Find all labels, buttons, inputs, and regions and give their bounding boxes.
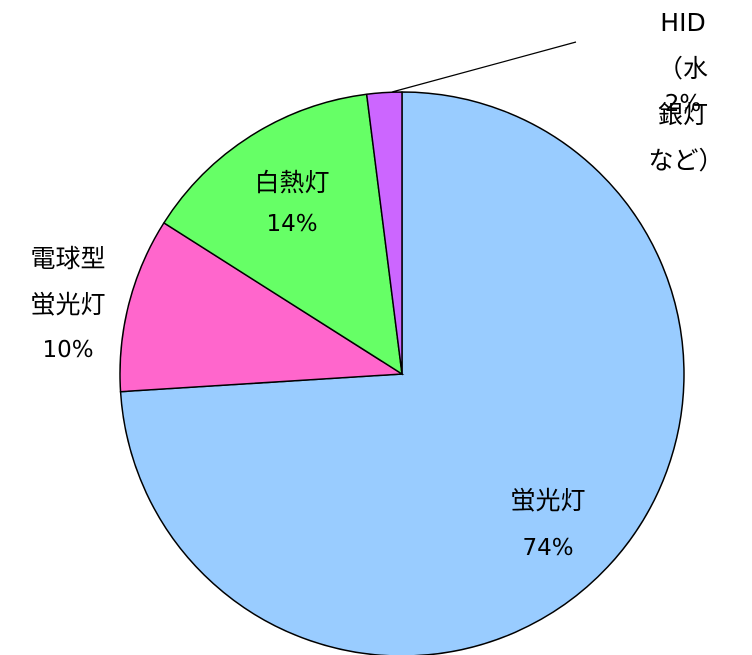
pie-slice <box>162 93 403 376</box>
leader-line <box>391 41 577 93</box>
value-label: 10% <box>42 337 94 363</box>
slice-label: 蛍光灯 <box>510 486 586 515</box>
pie-slice <box>119 221 405 393</box>
slice-label: 電球型 蛍光灯 <box>30 244 106 319</box>
value-label: 2% <box>664 91 702 117</box>
value-label: 74% <box>522 535 574 561</box>
value-label: 14% <box>266 211 318 237</box>
slice-label: 白熱灯 <box>254 168 330 197</box>
pie-slice <box>365 91 403 375</box>
slice-label: HID （水銀灯など） <box>648 8 724 175</box>
